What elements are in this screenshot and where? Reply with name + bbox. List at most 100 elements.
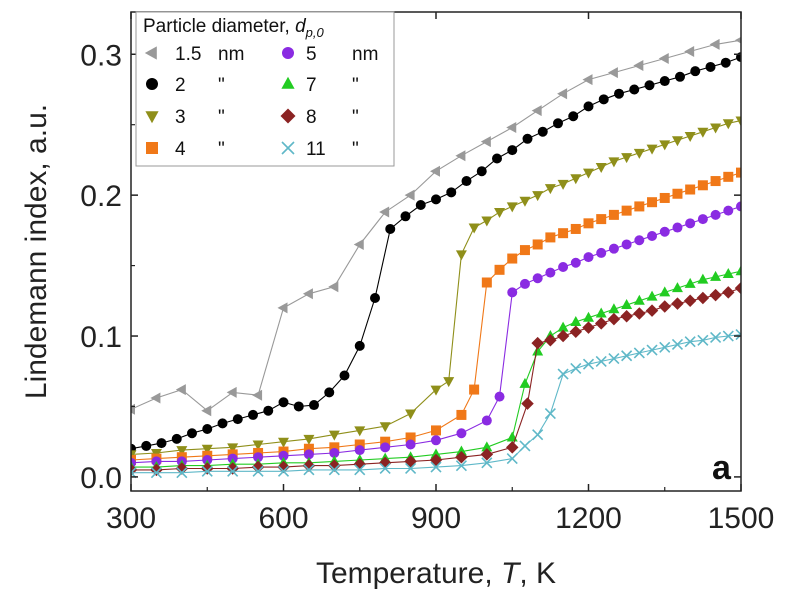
data-point (558, 261, 569, 272)
data-point (150, 467, 162, 479)
legend-item-5: 5 nm (282, 44, 378, 65)
data-point (659, 192, 670, 203)
data-point (690, 66, 701, 77)
data-point (659, 341, 671, 353)
data-point (354, 439, 365, 450)
data-point (405, 409, 417, 420)
legend-title-variable: d (295, 16, 307, 37)
x-axis-title-prefix: Temperature, (316, 557, 501, 590)
data-point (634, 201, 645, 212)
x-axis-title-suffix: , K (519, 557, 556, 590)
data-point (201, 462, 214, 475)
data-point (404, 189, 415, 201)
data-point (544, 407, 556, 420)
data-point (582, 74, 593, 86)
data-point (621, 350, 633, 362)
data-point (461, 176, 472, 187)
data-point (570, 315, 582, 326)
x-axis-title-variable: T (501, 557, 522, 590)
series-line (131, 172, 741, 461)
data-point (455, 250, 467, 261)
series-11 (131, 329, 741, 479)
x-tick-label: 300 (106, 502, 156, 535)
panel-label: a (712, 449, 732, 487)
data-point (385, 223, 396, 234)
data-point (430, 385, 442, 396)
data-point (400, 211, 411, 222)
data-point (476, 166, 487, 177)
data-point (302, 459, 316, 472)
data-point (506, 441, 519, 454)
legend-unit: nm (352, 44, 378, 65)
data-point (608, 303, 620, 314)
legend-item-11: 11 " (281, 139, 359, 160)
data-point (672, 188, 683, 199)
data-point (596, 247, 607, 258)
data-point (521, 397, 534, 410)
data-point (633, 347, 645, 359)
data-point (583, 311, 594, 322)
data-point (150, 463, 163, 477)
legend-label: 3 (175, 107, 186, 128)
data-point (684, 45, 695, 57)
data-point (328, 459, 341, 472)
data-point (531, 336, 544, 350)
data-point (710, 123, 722, 134)
series-5 (131, 201, 741, 468)
legend-title-subscript: p,0 (305, 25, 325, 40)
data-point (277, 302, 288, 314)
legend-unit: " (218, 139, 225, 160)
data-point (684, 131, 696, 142)
data-point (710, 331, 722, 344)
axes: 300 600 900 1200 1500 0.0 0.1 0.2 0.3 (80, 11, 774, 535)
data-point (405, 439, 416, 450)
data-point (481, 277, 492, 288)
data-point (456, 428, 467, 439)
data-point (171, 433, 182, 444)
legend-label: 5 (306, 44, 317, 65)
data-point (532, 239, 543, 250)
data-point (353, 238, 364, 250)
x-tick-label: 1200 (555, 502, 622, 535)
data-point (697, 334, 709, 346)
data-point (557, 321, 569, 332)
data-point (569, 325, 583, 339)
data-point (201, 444, 213, 455)
data-point (659, 140, 671, 151)
legend-label: 2 (175, 75, 186, 96)
data-point (446, 187, 457, 198)
data-point (329, 447, 340, 458)
data-point (429, 453, 443, 467)
data-point (201, 405, 212, 417)
data-point (309, 400, 319, 411)
data-point (647, 231, 658, 242)
data-point (176, 446, 188, 457)
data-point (722, 268, 734, 279)
data-point (608, 209, 619, 220)
data-point (176, 467, 188, 479)
data-point (583, 252, 594, 263)
data-point (646, 144, 658, 155)
legend-unit: " (352, 139, 359, 160)
legend-marker (282, 47, 294, 59)
data-point (415, 200, 426, 211)
data-point (570, 174, 582, 185)
data-point (723, 171, 734, 182)
data-point (556, 329, 570, 343)
data-point (672, 222, 683, 233)
legend-unit: " (352, 107, 359, 128)
data-point (736, 201, 741, 212)
legend-marker (146, 142, 158, 154)
legend-title: Particle diameter, dp,0 (143, 16, 324, 40)
data-point (252, 465, 264, 477)
data-point (379, 206, 390, 218)
legend-item-8: 8 " (280, 107, 359, 128)
data-point (595, 162, 607, 173)
data-point (278, 450, 289, 461)
data-point (608, 353, 620, 365)
data-point (659, 226, 670, 237)
data-point (608, 243, 619, 254)
data-point (553, 118, 563, 129)
y-axis-title: Lindemann index, a.u. (20, 104, 53, 399)
data-point (697, 180, 708, 191)
